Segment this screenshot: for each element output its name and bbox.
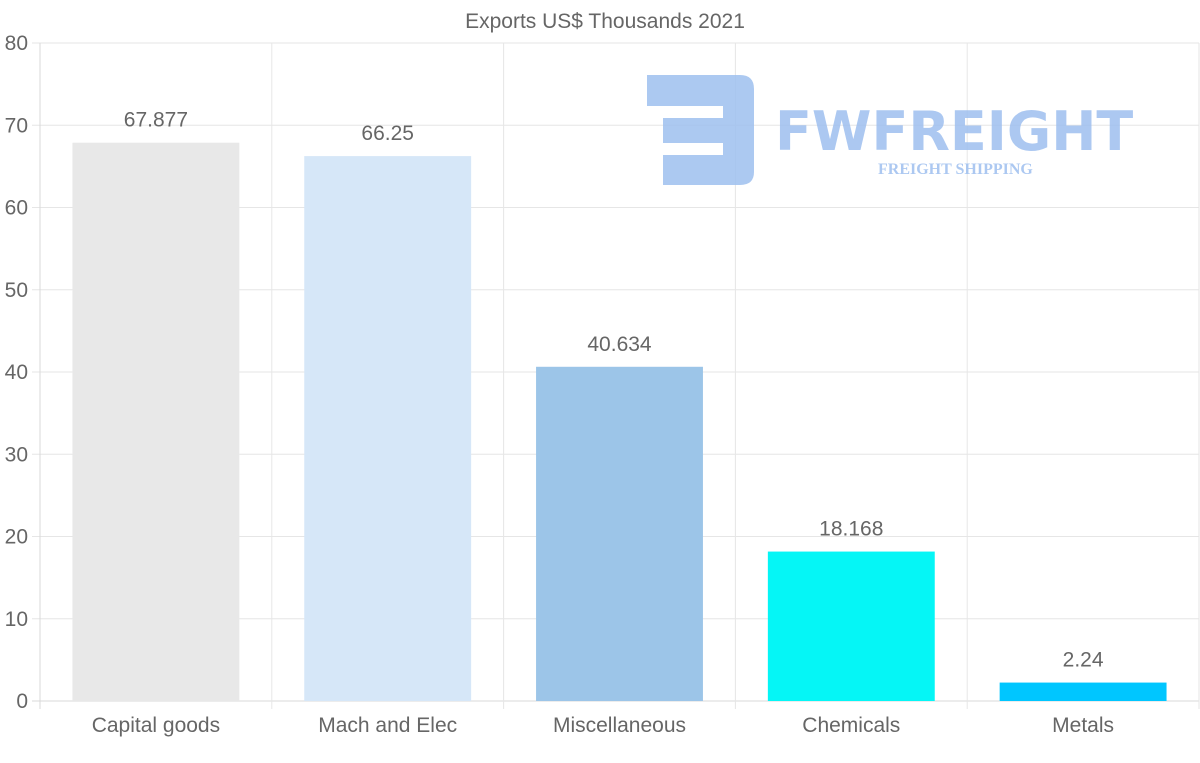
y-tick-label: 0 [16,690,28,713]
y-tick-label: 10 [5,608,28,631]
bar [304,156,472,701]
bar-value-label: 2.24 [1063,649,1104,672]
bar [72,142,240,701]
watermark-brand: FWFREIGHT [775,100,1133,163]
y-tick-label: 50 [5,279,28,302]
x-tick-label: Chemicals [802,714,900,737]
bar-value-label: 18.168 [819,518,883,541]
chart-title: Exports US$ Thousands 2021 [465,10,745,33]
y-tick-label: 20 [5,526,28,549]
bar-value-label: 40.634 [587,333,652,356]
watermark-tagline: FREIGHT SHIPPING [878,161,1033,178]
x-tick-label: Mach and Elec [318,714,457,737]
y-tick-label: 70 [5,114,28,137]
y-tick-label: 40 [5,361,28,384]
fwfreight-logo-icon [647,75,754,185]
watermark-logo: FWFREIGHT FREIGHT SHIPPING [647,75,1133,185]
x-tick-label: Miscellaneous [553,714,686,737]
bar [999,682,1167,701]
data-labels: 67.877 66.25 40.634 18.168 2.24 [124,109,1104,672]
x-tick-label: Metals [1052,714,1114,737]
y-tick-label: 60 [5,197,28,220]
bar-value-label: 67.877 [124,109,188,132]
x-tick-label: Capital goods [92,714,220,737]
bar [536,366,703,701]
y-tick-label: 30 [5,443,28,466]
x-axis-ticks: Capital goods Mach and Elec Miscellaneous C… [92,714,1114,737]
y-axis-ticks: 0 10 20 30 40 50 60 70 80 [5,32,28,713]
bar [767,551,935,701]
y-tick-label: 80 [5,32,28,55]
bar-value-label: 66.25 [361,122,414,145]
bars [72,142,1167,701]
